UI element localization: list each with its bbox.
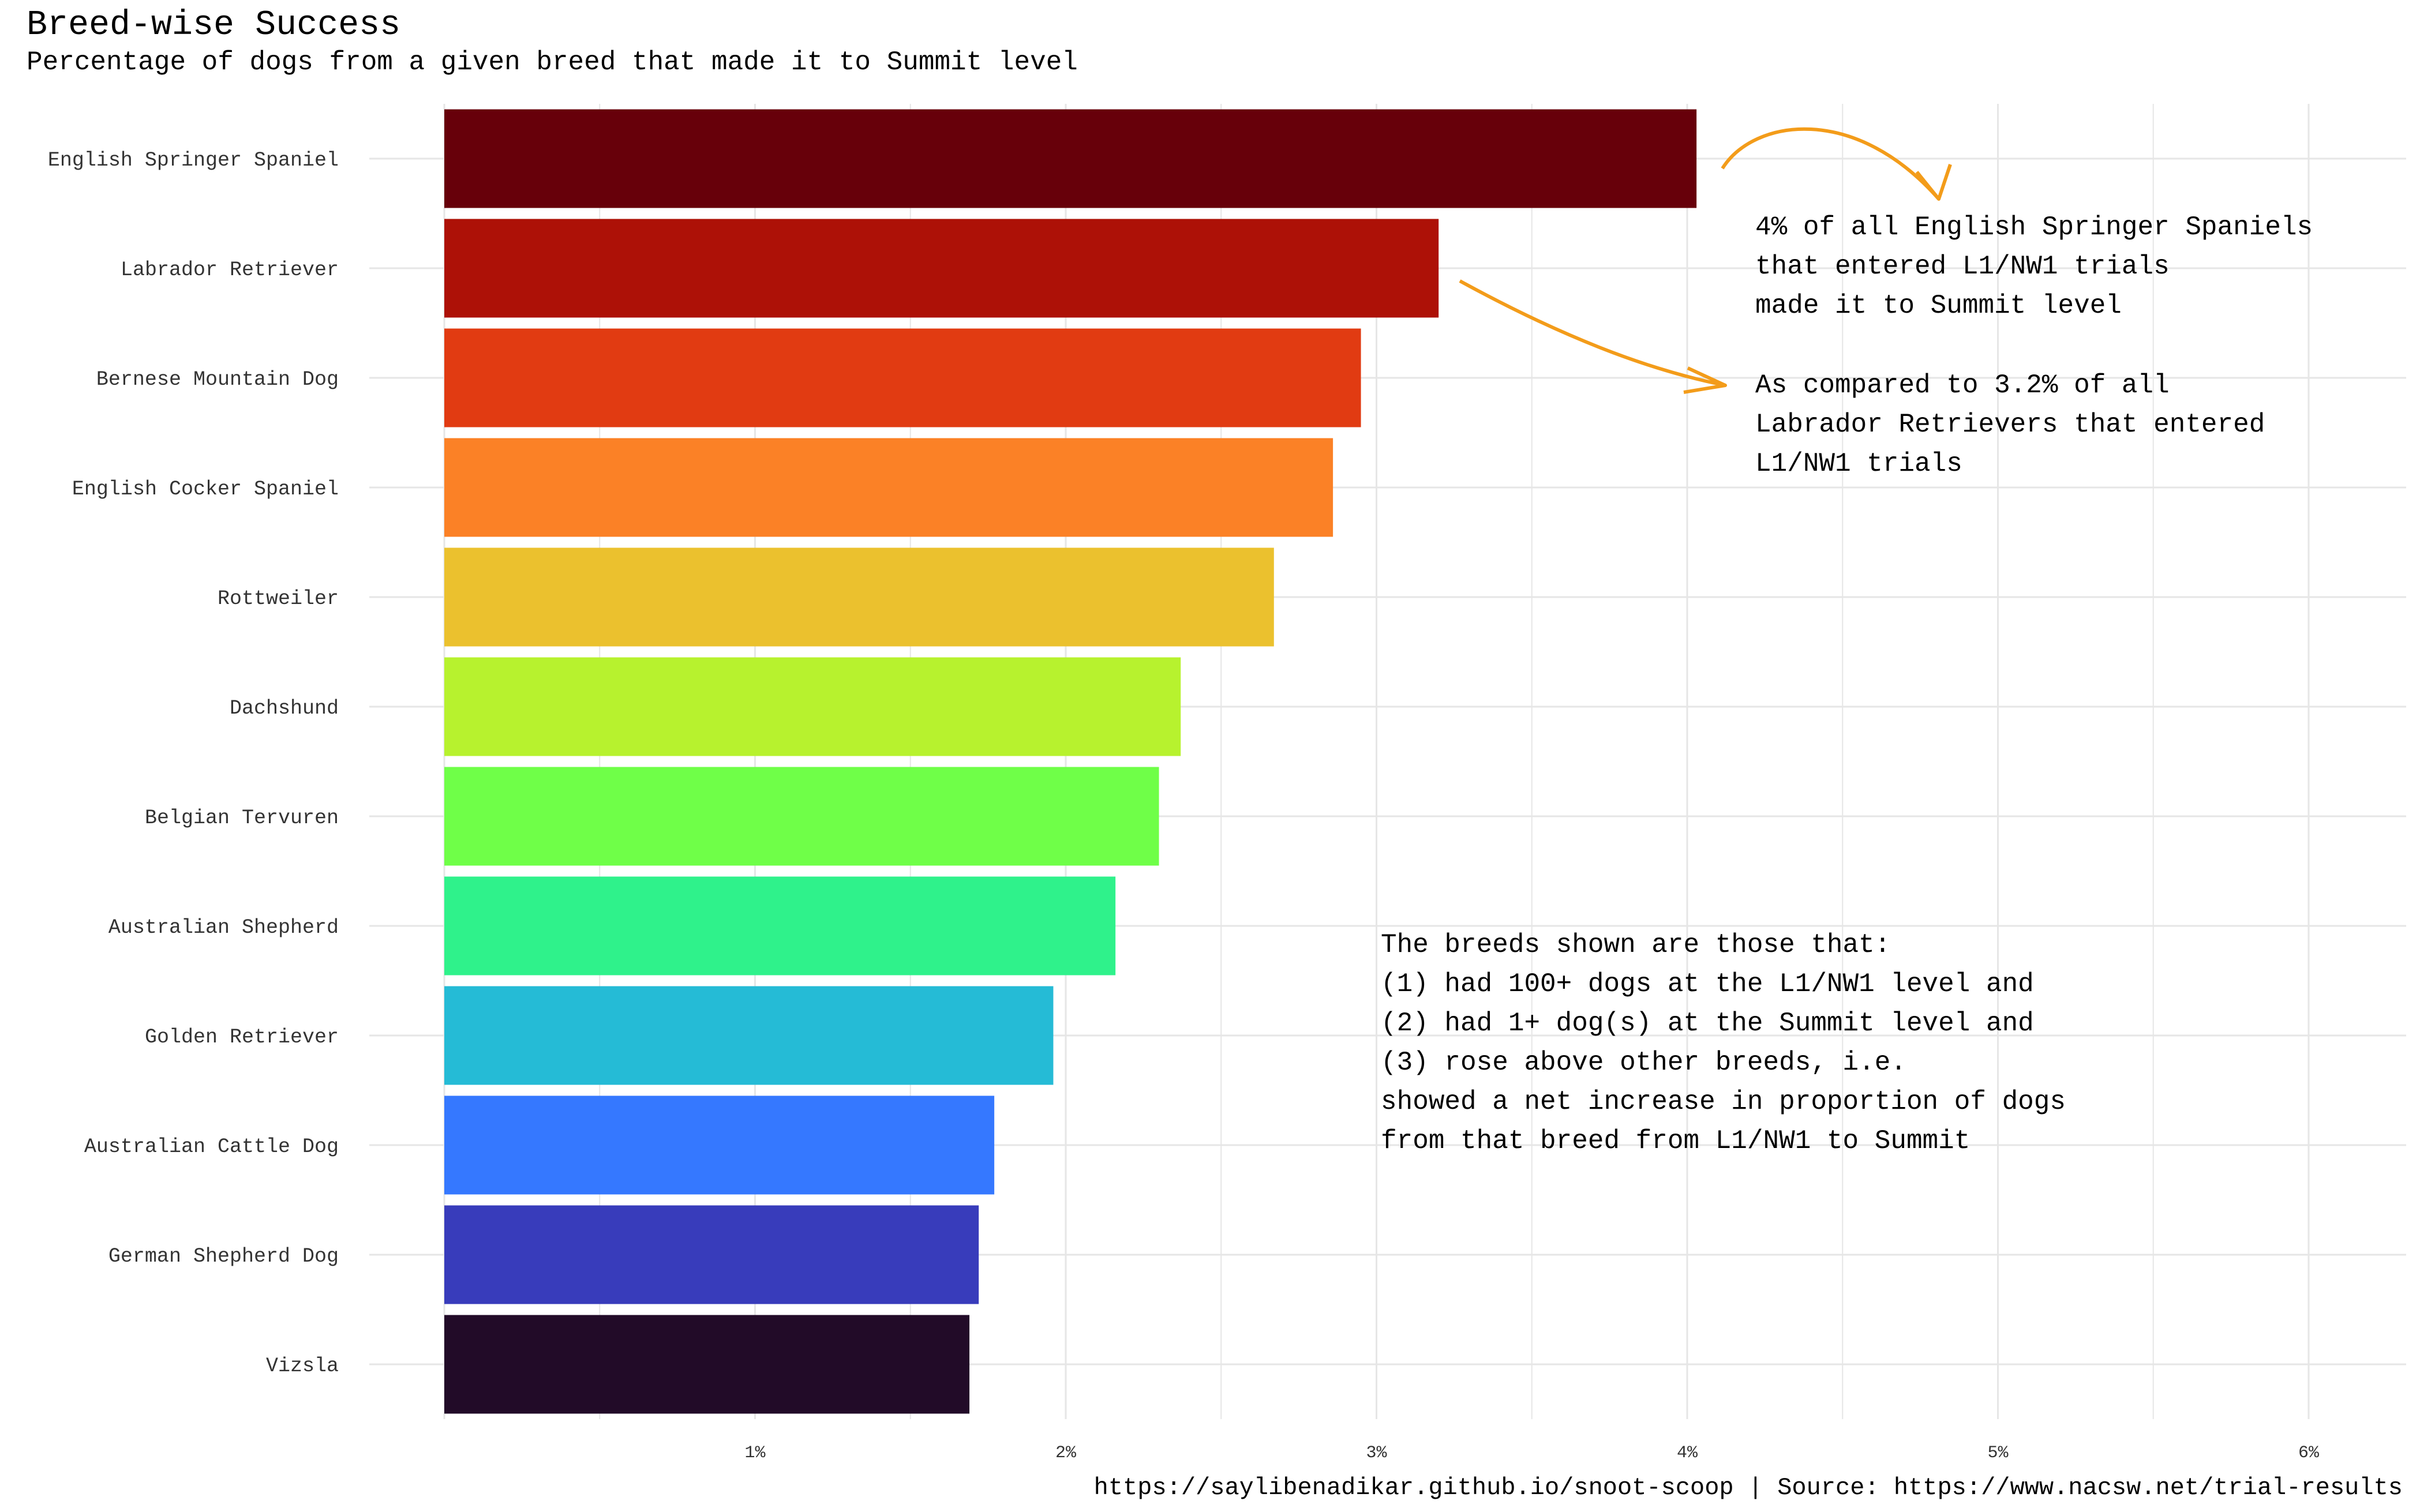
bar-australian-cattle-dog xyxy=(444,1095,995,1195)
breed-criteria-note: The breeds shown are those that: (1) had … xyxy=(1381,930,2066,1156)
annotation-line: made it to Summit level xyxy=(1755,291,2122,321)
note-line: showed a net increase in proportion of d… xyxy=(1381,1087,2066,1117)
y-tick-label: Belgian Tervuren xyxy=(145,806,339,830)
bar-bernese-mountain-dog xyxy=(444,328,1361,427)
y-tick-label: Vizsla xyxy=(266,1355,339,1378)
note-line: (1) had 100+ dogs at the L1/NW1 level an… xyxy=(1381,969,2034,999)
x-tick-label: 5% xyxy=(1987,1443,2009,1463)
y-axis-labels: English Springer Spaniel Labrador Retriev… xyxy=(48,149,339,1378)
arrow-labrador xyxy=(1459,279,1726,387)
arrowhead-labrador xyxy=(1683,366,1727,394)
note-line: The breeds shown are those that: xyxy=(1381,930,1890,960)
x-tick-label: 4% xyxy=(1677,1443,1698,1463)
arrow-springer xyxy=(1721,127,1941,200)
y-tick-label: Rottweiler xyxy=(218,587,339,610)
note-line: (3) rose above other breeds, i.e. xyxy=(1381,1048,1906,1078)
bar-dachshund xyxy=(444,657,1181,756)
note-line: (2) had 1+ dog(s) at the Summit level an… xyxy=(1381,1008,2034,1038)
y-tick-label: Dachshund xyxy=(230,697,339,720)
y-tick-label: Australian Cattle Dog xyxy=(84,1135,339,1158)
bar-labrador-retriever xyxy=(444,219,1439,318)
x-tick-label: 6% xyxy=(2298,1443,2320,1463)
bar-english-springer-spaniel xyxy=(444,109,1697,208)
y-tick-label: Australian Shepherd xyxy=(108,916,339,939)
x-tick-label: 1% xyxy=(744,1443,766,1463)
y-tick-label: Golden Retriever xyxy=(145,1026,339,1049)
annotation-line: 4% of all English Springer Spaniels xyxy=(1755,212,2313,242)
chart-title: Breed-wise Success xyxy=(27,6,401,45)
y-tick-label: Bernese Mountain Dog xyxy=(96,368,339,391)
bar-english-cocker-spaniel xyxy=(444,438,1333,537)
arrowhead-springer xyxy=(1915,164,1952,201)
bar-belgian-tervuren xyxy=(444,767,1159,866)
x-tick-label: 2% xyxy=(1055,1443,1077,1463)
annotation-line: Labrador Retrievers that entered xyxy=(1755,410,2265,440)
bar-australian-shepherd xyxy=(444,876,1116,976)
annotation-line: that entered L1/NW1 trials xyxy=(1755,252,2170,282)
x-axis-labels: 1% 2% 3% 4% 5% 6% xyxy=(744,1443,2320,1463)
bar-rottweiler xyxy=(444,547,1274,647)
annotation-line: As compared to 3.2% of all xyxy=(1755,370,2170,400)
annotations: 4% of all English Springer Spaniels that … xyxy=(1755,212,2313,479)
y-tick-label: Labrador Retriever xyxy=(121,258,339,282)
note-line: from that breed from L1/NW1 to Summit xyxy=(1381,1126,1970,1156)
chart-caption: https://saylibenadikar.github.io/snoot-s… xyxy=(1093,1474,2403,1502)
bar-golden-retriever xyxy=(444,986,1054,1085)
y-tick-label: English Springer Spaniel xyxy=(48,149,339,172)
chart-subtitle: Percentage of dogs from a given breed th… xyxy=(27,47,1078,77)
x-tick-label: 3% xyxy=(1366,1443,1387,1463)
bars xyxy=(444,109,1697,1414)
bar-vizsla xyxy=(444,1315,970,1414)
annotation-arrows xyxy=(1459,127,1952,394)
y-tick-label: German Shepherd Dog xyxy=(108,1245,339,1268)
y-tick-label: English Cocker Spaniel xyxy=(72,478,339,501)
annotation-line: L1/NW1 trials xyxy=(1755,449,1962,479)
bar-german-shepherd-dog xyxy=(444,1205,979,1304)
